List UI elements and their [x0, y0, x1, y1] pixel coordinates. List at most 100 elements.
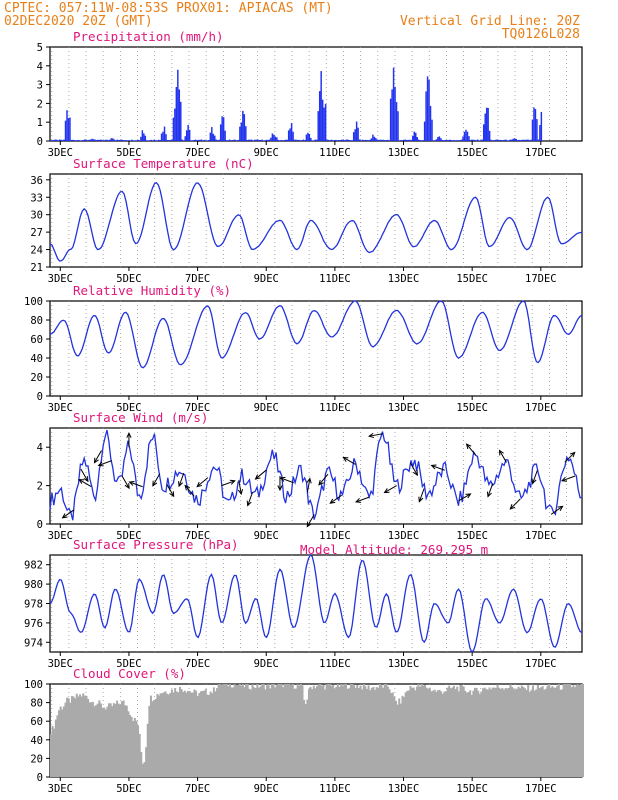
- wind-arrow: [78, 478, 92, 487]
- precip-bar: [497, 140, 500, 141]
- cloud-bar: [240, 685, 243, 777]
- cloud-bar: [146, 723, 149, 777]
- precip-bar: [122, 139, 124, 141]
- wind-arrow: [306, 514, 315, 528]
- precip-bar: [472, 139, 475, 141]
- precip-bar: [341, 139, 343, 141]
- precip-bar: [177, 69, 179, 141]
- precip-bar: [361, 139, 364, 141]
- panel-pressure: Surface Pressure (hPa) 974 976 978 980 982 3DE…: [24, 537, 583, 670]
- precip-bar: [107, 140, 110, 141]
- cloud-bar: [572, 685, 575, 777]
- x-tick-label: 9DEC: [254, 273, 279, 285]
- precip-bar: [468, 136, 470, 141]
- y-tick-label: 80: [30, 698, 43, 710]
- precip-bar: [311, 140, 314, 141]
- precip-bar: [462, 136, 464, 141]
- y-tick-label: 2: [37, 481, 43, 493]
- y-tick-label: 4: [37, 61, 43, 73]
- precip-bar: [116, 139, 118, 141]
- precip-bar: [500, 140, 503, 141]
- cloud-bar: [538, 688, 541, 777]
- precipitation-title: Precipitation (mm/h): [73, 29, 224, 44]
- precip-bar: [89, 139, 92, 141]
- cloud-bar: [156, 693, 159, 777]
- precip-bar: [447, 140, 449, 141]
- precip-bar: [463, 131, 466, 141]
- precip-bar: [267, 139, 269, 141]
- precip-bar: [159, 140, 161, 141]
- cloud-bar: [430, 691, 433, 777]
- precip-bar: [129, 140, 132, 141]
- panel-humidity: Relative Humidity (%) 0 20 40 60 80 100 3DEC 5DE…: [24, 283, 583, 414]
- cloud-bar: [106, 706, 109, 777]
- x-tick-label: 15DEC: [456, 273, 488, 285]
- cloud-bar: [527, 684, 530, 777]
- cloud-bar: [159, 693, 162, 777]
- precip-bar: [367, 140, 370, 141]
- precip-bar: [261, 139, 263, 141]
- wind-arrow-shaft: [255, 469, 267, 480]
- cloud-bar: [456, 686, 459, 777]
- precip-bar: [519, 140, 522, 141]
- pressure-title: Surface Pressure (hPa): [73, 537, 239, 552]
- cloud-bar: [470, 694, 473, 777]
- precip-bar: [196, 140, 198, 141]
- precip-bar: [451, 140, 454, 141]
- x-tick-label: 3DEC: [48, 402, 73, 414]
- precip-bar: [240, 122, 243, 141]
- precip-bar: [302, 139, 305, 141]
- wind-arrow: [430, 464, 445, 471]
- wind-arrow-shaft: [458, 493, 471, 502]
- cloud-bar: [266, 685, 269, 777]
- cloud-bar: [374, 689, 377, 777]
- cloud-bar: [419, 686, 422, 777]
- cloud-bar: [403, 696, 406, 777]
- cloud-bar: [388, 689, 391, 777]
- cloud-bar: [325, 684, 328, 777]
- x-tick-label: 13DEC: [388, 273, 420, 285]
- cloud-bar: [167, 694, 170, 777]
- wind-arrow: [196, 477, 209, 488]
- cloud-bar: [198, 693, 201, 777]
- wind-arrow-head: [569, 451, 576, 458]
- cloud-bar: [501, 687, 504, 777]
- precip-bar: [515, 138, 517, 141]
- precip-bar: [214, 135, 216, 141]
- precip-bar: [106, 139, 108, 141]
- cloud-bar: [332, 684, 335, 777]
- precip-bar: [321, 99, 324, 141]
- wind-arrow-head: [124, 483, 130, 490]
- cloud-bar: [195, 690, 198, 777]
- precip-bar: [138, 140, 141, 141]
- cloud-bar: [515, 688, 518, 777]
- cloud-bar: [87, 698, 90, 777]
- wind-arrow: [306, 477, 312, 493]
- cloud-bar: [398, 698, 401, 777]
- precip-bar: [169, 140, 172, 141]
- cloud-bar: [359, 685, 362, 777]
- cloud-bar: [185, 692, 188, 777]
- precip-bar: [274, 136, 277, 141]
- wind-arrow-head: [128, 480, 135, 486]
- precip-bar: [416, 137, 418, 141]
- cloud-bar: [316, 686, 319, 777]
- wind-arrow-head: [318, 479, 324, 486]
- x-tick-label: 3DEC: [48, 658, 73, 670]
- pressure-frame: [49, 554, 583, 653]
- cloud-bar: [108, 703, 111, 777]
- wind-arrow: [329, 494, 343, 504]
- wind-arrow-shaft: [184, 485, 195, 497]
- cloud-bar: [190, 692, 193, 777]
- cloud-bar: [298, 685, 301, 777]
- precip-bar: [141, 130, 144, 141]
- precip-bar: [284, 139, 287, 141]
- cloud-bar: [220, 685, 223, 777]
- y-tick-label: 40: [30, 353, 43, 365]
- precip-bar: [508, 140, 510, 141]
- cloud-bar: [336, 684, 339, 777]
- panel-cloud-cover: Cloud Cover (%) 0 20 40 60 80 100 3DEC 5DEC 7DEC 9…: [24, 666, 585, 795]
- cloud-bar: [320, 685, 323, 777]
- cloud-bar: [169, 692, 172, 777]
- cloud-bar: [580, 684, 583, 777]
